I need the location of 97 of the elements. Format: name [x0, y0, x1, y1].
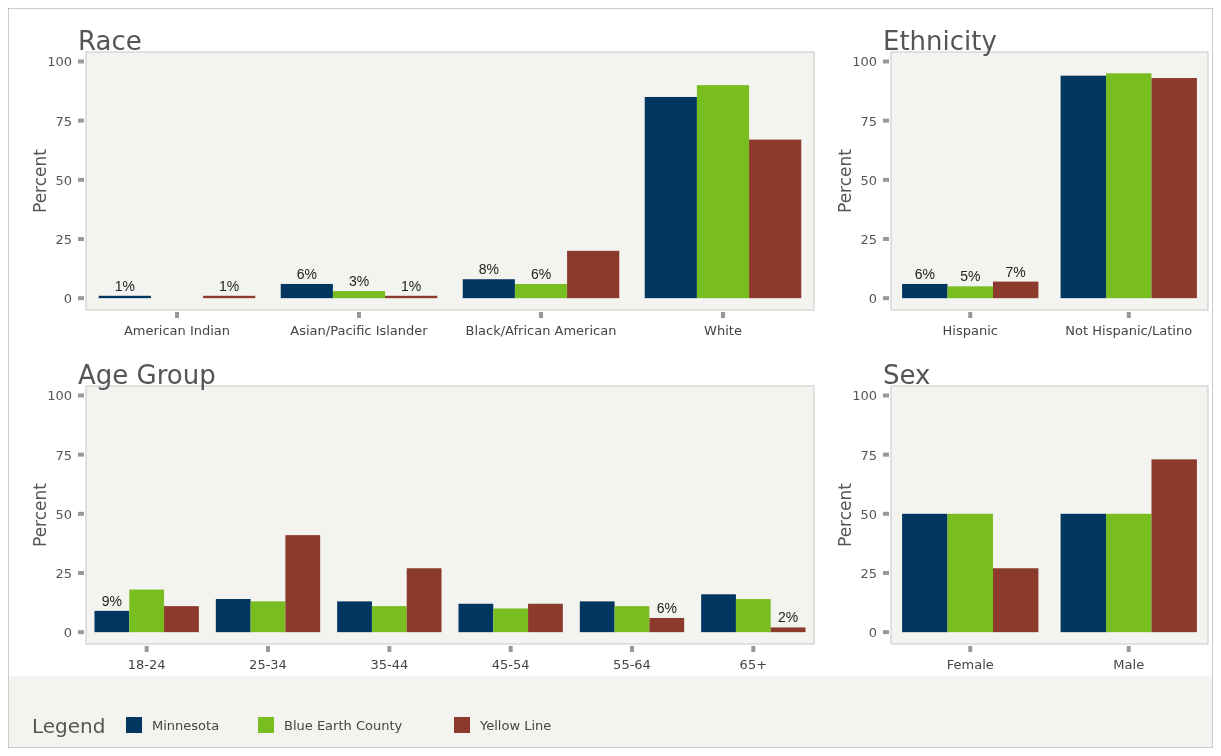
bar: [735, 599, 771, 633]
y-tick-label: 50: [55, 172, 72, 188]
bar: [579, 601, 615, 633]
data-label: 6%: [296, 265, 317, 282]
data-label: 6%: [656, 599, 677, 616]
bar: [701, 594, 736, 633]
y-tick-label: 100: [47, 54, 72, 70]
x-tick-label: Black/African American: [465, 323, 617, 338]
bar: [1106, 513, 1152, 633]
bar: [514, 283, 568, 299]
data-label: 6%: [914, 265, 935, 282]
bar: [902, 513, 948, 633]
data-label: 2%: [778, 609, 799, 626]
data-label: 6%: [530, 265, 552, 282]
x-tick-label: Asian/Pacific Islander: [290, 323, 429, 338]
bar: [337, 601, 372, 633]
bar: [614, 606, 650, 633]
data-label: 5%: [960, 268, 981, 285]
y-tick-label: 0: [868, 291, 877, 307]
y-tick-label: 25: [55, 565, 72, 581]
bar: [215, 599, 251, 633]
chart-title: Sex: [883, 360, 931, 390]
bar: [992, 568, 1039, 633]
legend-label: Blue Earth County: [284, 718, 403, 733]
y-tick-label: 50: [55, 506, 72, 522]
bar: [902, 283, 948, 299]
data-label: 8%: [478, 261, 499, 278]
x-tick-label: 35-44: [370, 657, 409, 672]
y-axis-title: Percent: [30, 148, 50, 213]
data-label: 9%: [101, 592, 122, 609]
bar: [250, 601, 286, 633]
y-axis-title: Percent: [30, 482, 50, 547]
x-tick-label: 25-34: [249, 657, 287, 672]
bar: [947, 513, 993, 633]
y-tick-label: 75: [55, 113, 72, 129]
bar: [649, 617, 685, 633]
y-tick-label: 75: [860, 447, 877, 463]
data-label: 1%: [114, 277, 135, 294]
x-tick-label: Not Hispanic/Latino: [1065, 323, 1193, 338]
y-tick-label: 0: [63, 625, 72, 641]
x-tick-label: 45-54: [491, 657, 530, 672]
bar: [164, 606, 199, 633]
y-tick-label: 25: [860, 565, 877, 581]
bar: [1151, 78, 1197, 299]
bar: [406, 568, 442, 633]
y-tick-label: 100: [852, 388, 877, 404]
bar: [770, 627, 806, 633]
legend-label: Minnesota: [152, 718, 220, 733]
x-tick-label: 55-64: [613, 657, 651, 672]
data-label: 1%: [219, 277, 240, 294]
bar: [458, 603, 494, 633]
y-tick-label: 0: [63, 291, 72, 307]
y-tick-label: 50: [860, 172, 877, 188]
x-tick-label: 65+: [739, 657, 768, 672]
x-tick-label: American Indian: [123, 323, 231, 338]
legend-title: Legend: [32, 714, 106, 738]
bar: [644, 96, 697, 299]
y-axis-title: Percent: [835, 148, 855, 213]
x-tick-label: White: [704, 323, 742, 338]
y-tick-label: 50: [860, 506, 877, 522]
bar: [280, 283, 333, 299]
bar: [493, 608, 529, 633]
x-tick-label: Hispanic: [942, 323, 998, 338]
bar: [1106, 73, 1152, 299]
bar: [371, 606, 407, 633]
data-label: 7%: [1005, 263, 1026, 280]
data-label: 1%: [401, 277, 422, 294]
y-tick-label: 75: [55, 447, 72, 463]
y-tick-label: 100: [852, 54, 877, 70]
bar: [696, 85, 750, 299]
y-tick-label: 0: [868, 625, 877, 641]
y-tick-label: 75: [860, 113, 877, 129]
chart-title: Race: [78, 26, 142, 56]
data-label: 3%: [348, 273, 370, 290]
bar: [1151, 459, 1197, 633]
bar: [94, 610, 130, 633]
bar: [129, 589, 165, 633]
y-tick-label: 100: [47, 388, 72, 404]
x-tick-label: Female: [946, 657, 994, 672]
y-tick-label: 25: [55, 231, 72, 247]
y-axis-title: Percent: [835, 482, 855, 547]
bar: [567, 250, 620, 299]
bar: [1060, 513, 1107, 633]
bar: [992, 281, 1039, 299]
x-tick-label: Male: [1113, 657, 1145, 672]
y-tick-label: 25: [860, 231, 877, 247]
chart-title: Age Group: [78, 360, 216, 390]
bar: [528, 603, 563, 633]
bar: [1060, 75, 1107, 299]
bar: [332, 291, 386, 299]
bar: [749, 139, 802, 299]
x-tick-label: 18-24: [127, 657, 166, 672]
legend-label: Yellow Line: [479, 718, 552, 733]
bar: [947, 286, 993, 299]
bar: [462, 279, 515, 299]
bar: [285, 535, 321, 633]
chart-title: Ethnicity: [883, 26, 997, 56]
